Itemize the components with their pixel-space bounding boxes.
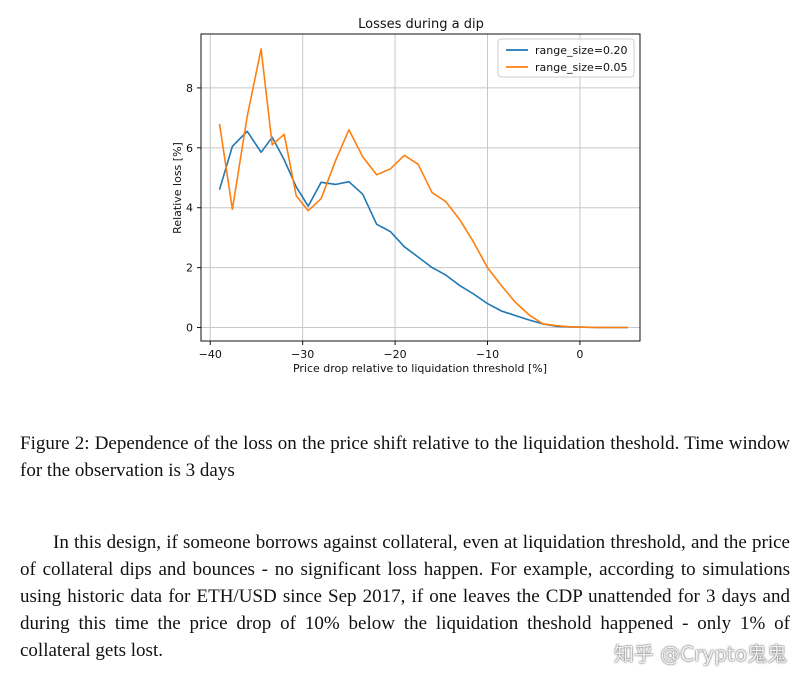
x-tick-label: −10: [476, 348, 499, 361]
series-line-0: [218, 130, 628, 329]
x-axis-label: Price drop relative to liquidation thres…: [293, 362, 547, 375]
chart-lines: [218, 48, 628, 329]
series-line-1: [218, 48, 628, 329]
x-tick-label: −30: [291, 348, 314, 361]
y-tick-label: 6: [186, 142, 193, 155]
watermark: 知乎 @Crypto鬼鬼: [613, 642, 787, 666]
y-tick-label: 0: [186, 322, 193, 335]
loss-chart: Losses during a dip −40 −30 −20 −10 0 0 2 4 6 8 P…: [171, 17, 641, 375]
x-tick-label: −20: [383, 348, 406, 361]
body-paragraph: In this design, if someone borrows again…: [20, 532, 790, 661]
x-tick-label: −40: [199, 348, 222, 361]
plot-frame: [200, 33, 641, 342]
y-tick-label: 4: [186, 202, 193, 215]
y-axis-label: Relative loss [%]: [171, 142, 184, 234]
legend-label-0: range_size=0.20: [535, 44, 628, 57]
chart-legend: range_size=0.20 range_size=0.05: [497, 38, 635, 78]
y-tick-label: 2: [186, 262, 193, 275]
figure-caption: Figure 2: Dependence of the loss on the …: [20, 433, 790, 481]
legend-box: [497, 38, 635, 78]
chart-grid: [201, 34, 640, 341]
x-tick-label: 0: [576, 348, 583, 361]
chart-ticks: −40 −30 −20 −10 0 0 2 4 6 8: [186, 82, 583, 361]
legend-label-1: range_size=0.05: [535, 61, 628, 74]
y-tick-label: 8: [186, 82, 193, 95]
chart-title: Losses during a dip: [358, 17, 484, 32]
